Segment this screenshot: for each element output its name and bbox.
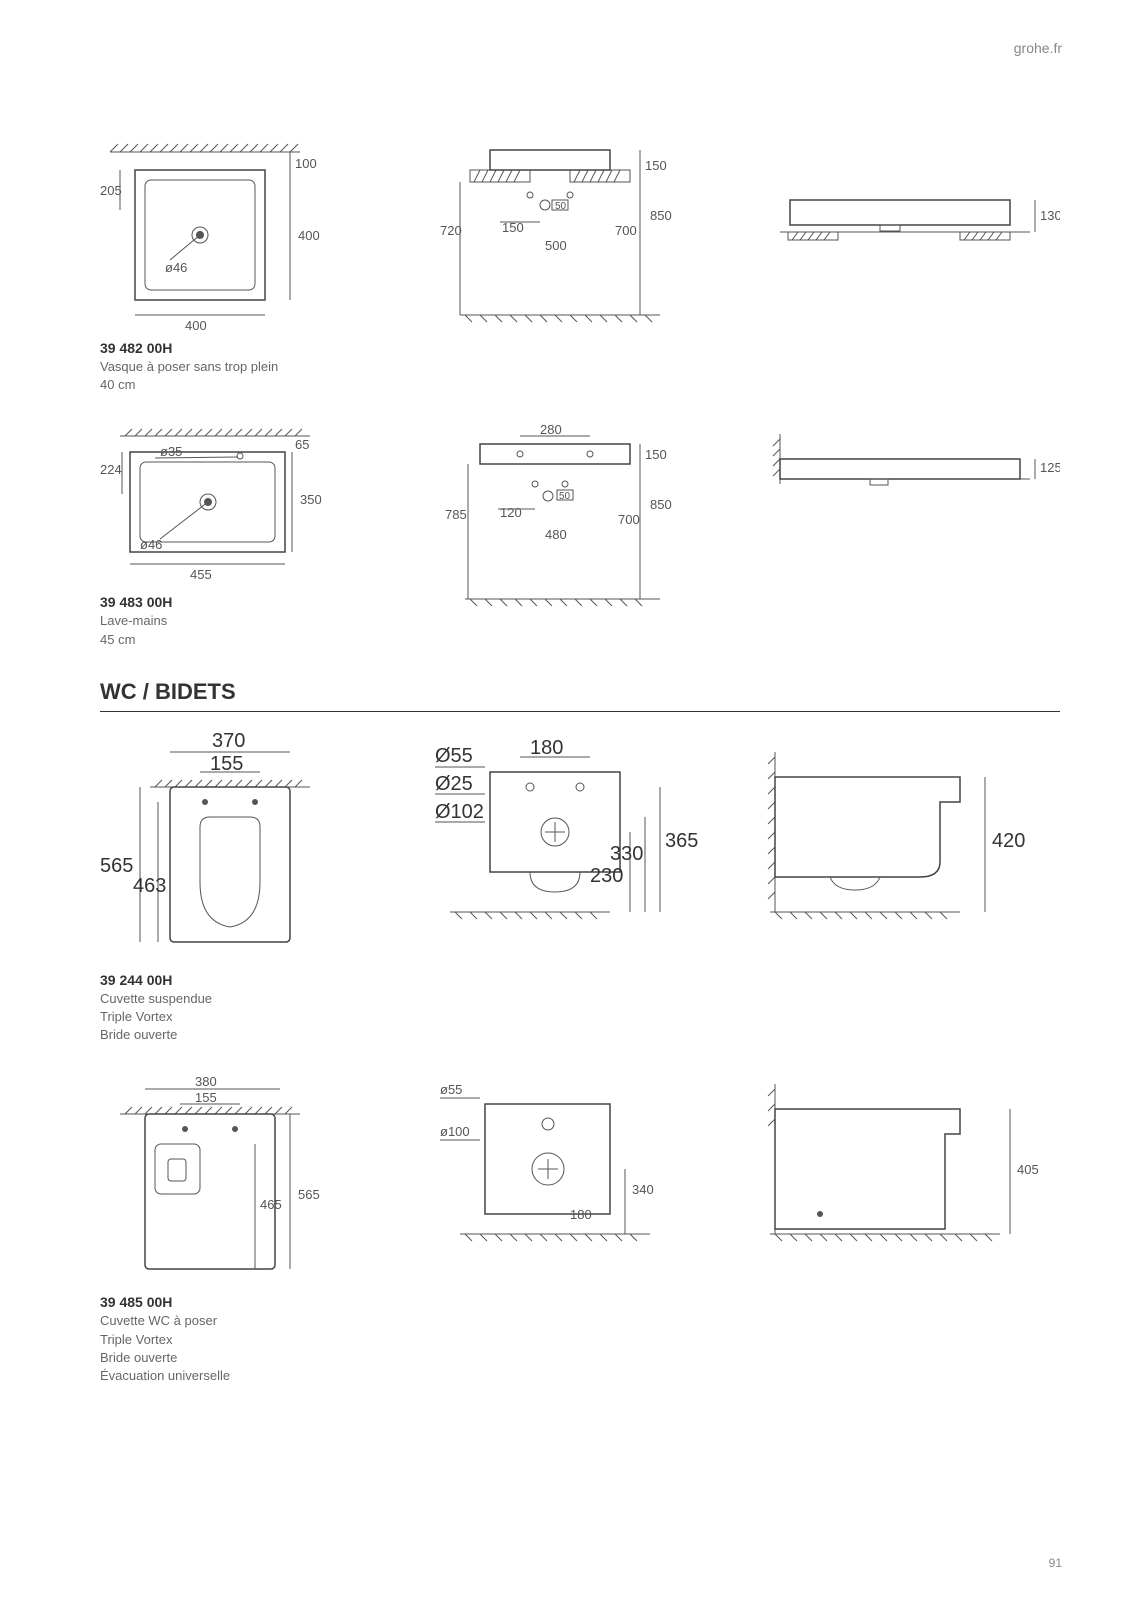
- svg-text:330: 330: [610, 843, 643, 865]
- svg-text:65: 65: [295, 437, 309, 452]
- svg-text:850: 850: [650, 208, 672, 223]
- diagram-39482-side: 130: [760, 140, 1060, 260]
- diagram-39244-top: 370 155 565 463: [100, 732, 360, 972]
- svg-text:405: 405: [1017, 1162, 1039, 1177]
- website-link: grohe.fr: [1014, 40, 1062, 56]
- product-row-4: 380 155 465: [100, 1074, 1060, 1385]
- svg-text:850: 850: [650, 497, 672, 512]
- svg-text:280: 280: [540, 424, 562, 437]
- svg-text:205: 205: [100, 183, 122, 198]
- diagram-39244-back: Ø55 Ø25 Ø102 180: [430, 732, 720, 952]
- section-header-wc-bidets: WC / BIDETS: [100, 679, 1060, 712]
- diagram-39244-side: 420: [760, 732, 1060, 952]
- svg-text:155: 155: [195, 1090, 217, 1105]
- svg-text:130: 130: [1040, 208, 1060, 223]
- svg-text:380: 380: [195, 1074, 217, 1089]
- diagram-39485-back: ø55 ø100 340 180: [430, 1074, 710, 1274]
- svg-text:480: 480: [545, 527, 567, 542]
- product-row-1: 100 205 400 ø46 400 39 482 00H Vasque à …: [100, 140, 1060, 394]
- product-code: 39 482 00H: [100, 340, 390, 356]
- product-code: 39 244 00H: [100, 972, 390, 988]
- product-desc: Vasque à poser sans trop plein 40 cm: [100, 358, 390, 394]
- svg-text:180: 180: [530, 737, 563, 759]
- svg-text:700: 700: [615, 223, 637, 238]
- svg-text:150: 150: [645, 447, 667, 462]
- svg-text:455: 455: [190, 567, 212, 582]
- product-row-2: 224 ø35 65 350 ø46 455 39 483 00H Lave-m…: [100, 424, 1060, 648]
- diagram-39483-install: 280 50 785 120 480 150: [430, 424, 710, 624]
- svg-text:340: 340: [632, 1182, 654, 1197]
- diagram-39483-front: 224 ø35 65 350 ø46 455: [100, 424, 360, 594]
- product-row-3: 370 155 565 463: [100, 732, 1060, 1045]
- svg-text:ø100: ø100: [440, 1124, 470, 1139]
- svg-text:365: 365: [665, 830, 698, 852]
- svg-text:565: 565: [298, 1187, 320, 1202]
- diagram-39485-top: 380 155 465: [100, 1074, 360, 1294]
- svg-text:720: 720: [440, 223, 462, 238]
- diagram-39482-front: 100 205 400 ø46 400: [100, 140, 360, 340]
- diagram-39482-install: 50 720 150 500 150 850 70: [430, 140, 710, 340]
- svg-text:230: 230: [590, 865, 623, 887]
- page-content: 100 205 400 ø46 400 39 482 00H Vasque à …: [100, 140, 1060, 1415]
- svg-text:400: 400: [185, 318, 207, 333]
- svg-text:785: 785: [445, 507, 467, 522]
- diagram-39485-side: 405: [760, 1074, 1060, 1274]
- svg-text:50: 50: [559, 491, 571, 502]
- diagram-39483-side: 125: [760, 424, 1060, 524]
- svg-text:ø46: ø46: [140, 537, 162, 552]
- svg-text:125: 125: [1040, 460, 1060, 475]
- product-desc: Cuvette WC à poser Triple Vortex Bride o…: [100, 1312, 390, 1385]
- svg-text:370: 370: [212, 732, 245, 752]
- product-code: 39 485 00H: [100, 1294, 390, 1310]
- svg-text:465: 465: [260, 1197, 282, 1212]
- svg-text:155: 155: [210, 753, 243, 775]
- svg-text:565: 565: [100, 855, 133, 877]
- svg-text:700: 700: [618, 512, 640, 527]
- svg-text:180: 180: [570, 1207, 592, 1222]
- svg-text:463: 463: [133, 875, 166, 897]
- svg-text:ø46: ø46: [165, 260, 187, 275]
- svg-text:500: 500: [545, 238, 567, 253]
- product-code: 39 483 00H: [100, 594, 390, 610]
- product-desc: Cuvette suspendue Triple Vortex Bride ou…: [100, 990, 390, 1045]
- svg-text:224: 224: [100, 462, 122, 477]
- svg-text:Ø25: Ø25: [435, 773, 473, 795]
- svg-text:420: 420: [992, 830, 1025, 852]
- svg-text:400: 400: [298, 228, 320, 243]
- svg-text:ø35: ø35: [160, 444, 182, 459]
- svg-text:150: 150: [645, 158, 667, 173]
- svg-text:Ø55: Ø55: [435, 745, 473, 767]
- product-desc: Lave-mains 45 cm: [100, 612, 390, 648]
- svg-text:100: 100: [295, 156, 317, 171]
- svg-text:50: 50: [555, 201, 567, 212]
- svg-text:120: 120: [500, 505, 522, 520]
- svg-text:ø55: ø55: [440, 1082, 462, 1097]
- svg-text:Ø102: Ø102: [435, 801, 484, 823]
- page-number: 91: [1049, 1556, 1062, 1570]
- svg-text:350: 350: [300, 492, 322, 507]
